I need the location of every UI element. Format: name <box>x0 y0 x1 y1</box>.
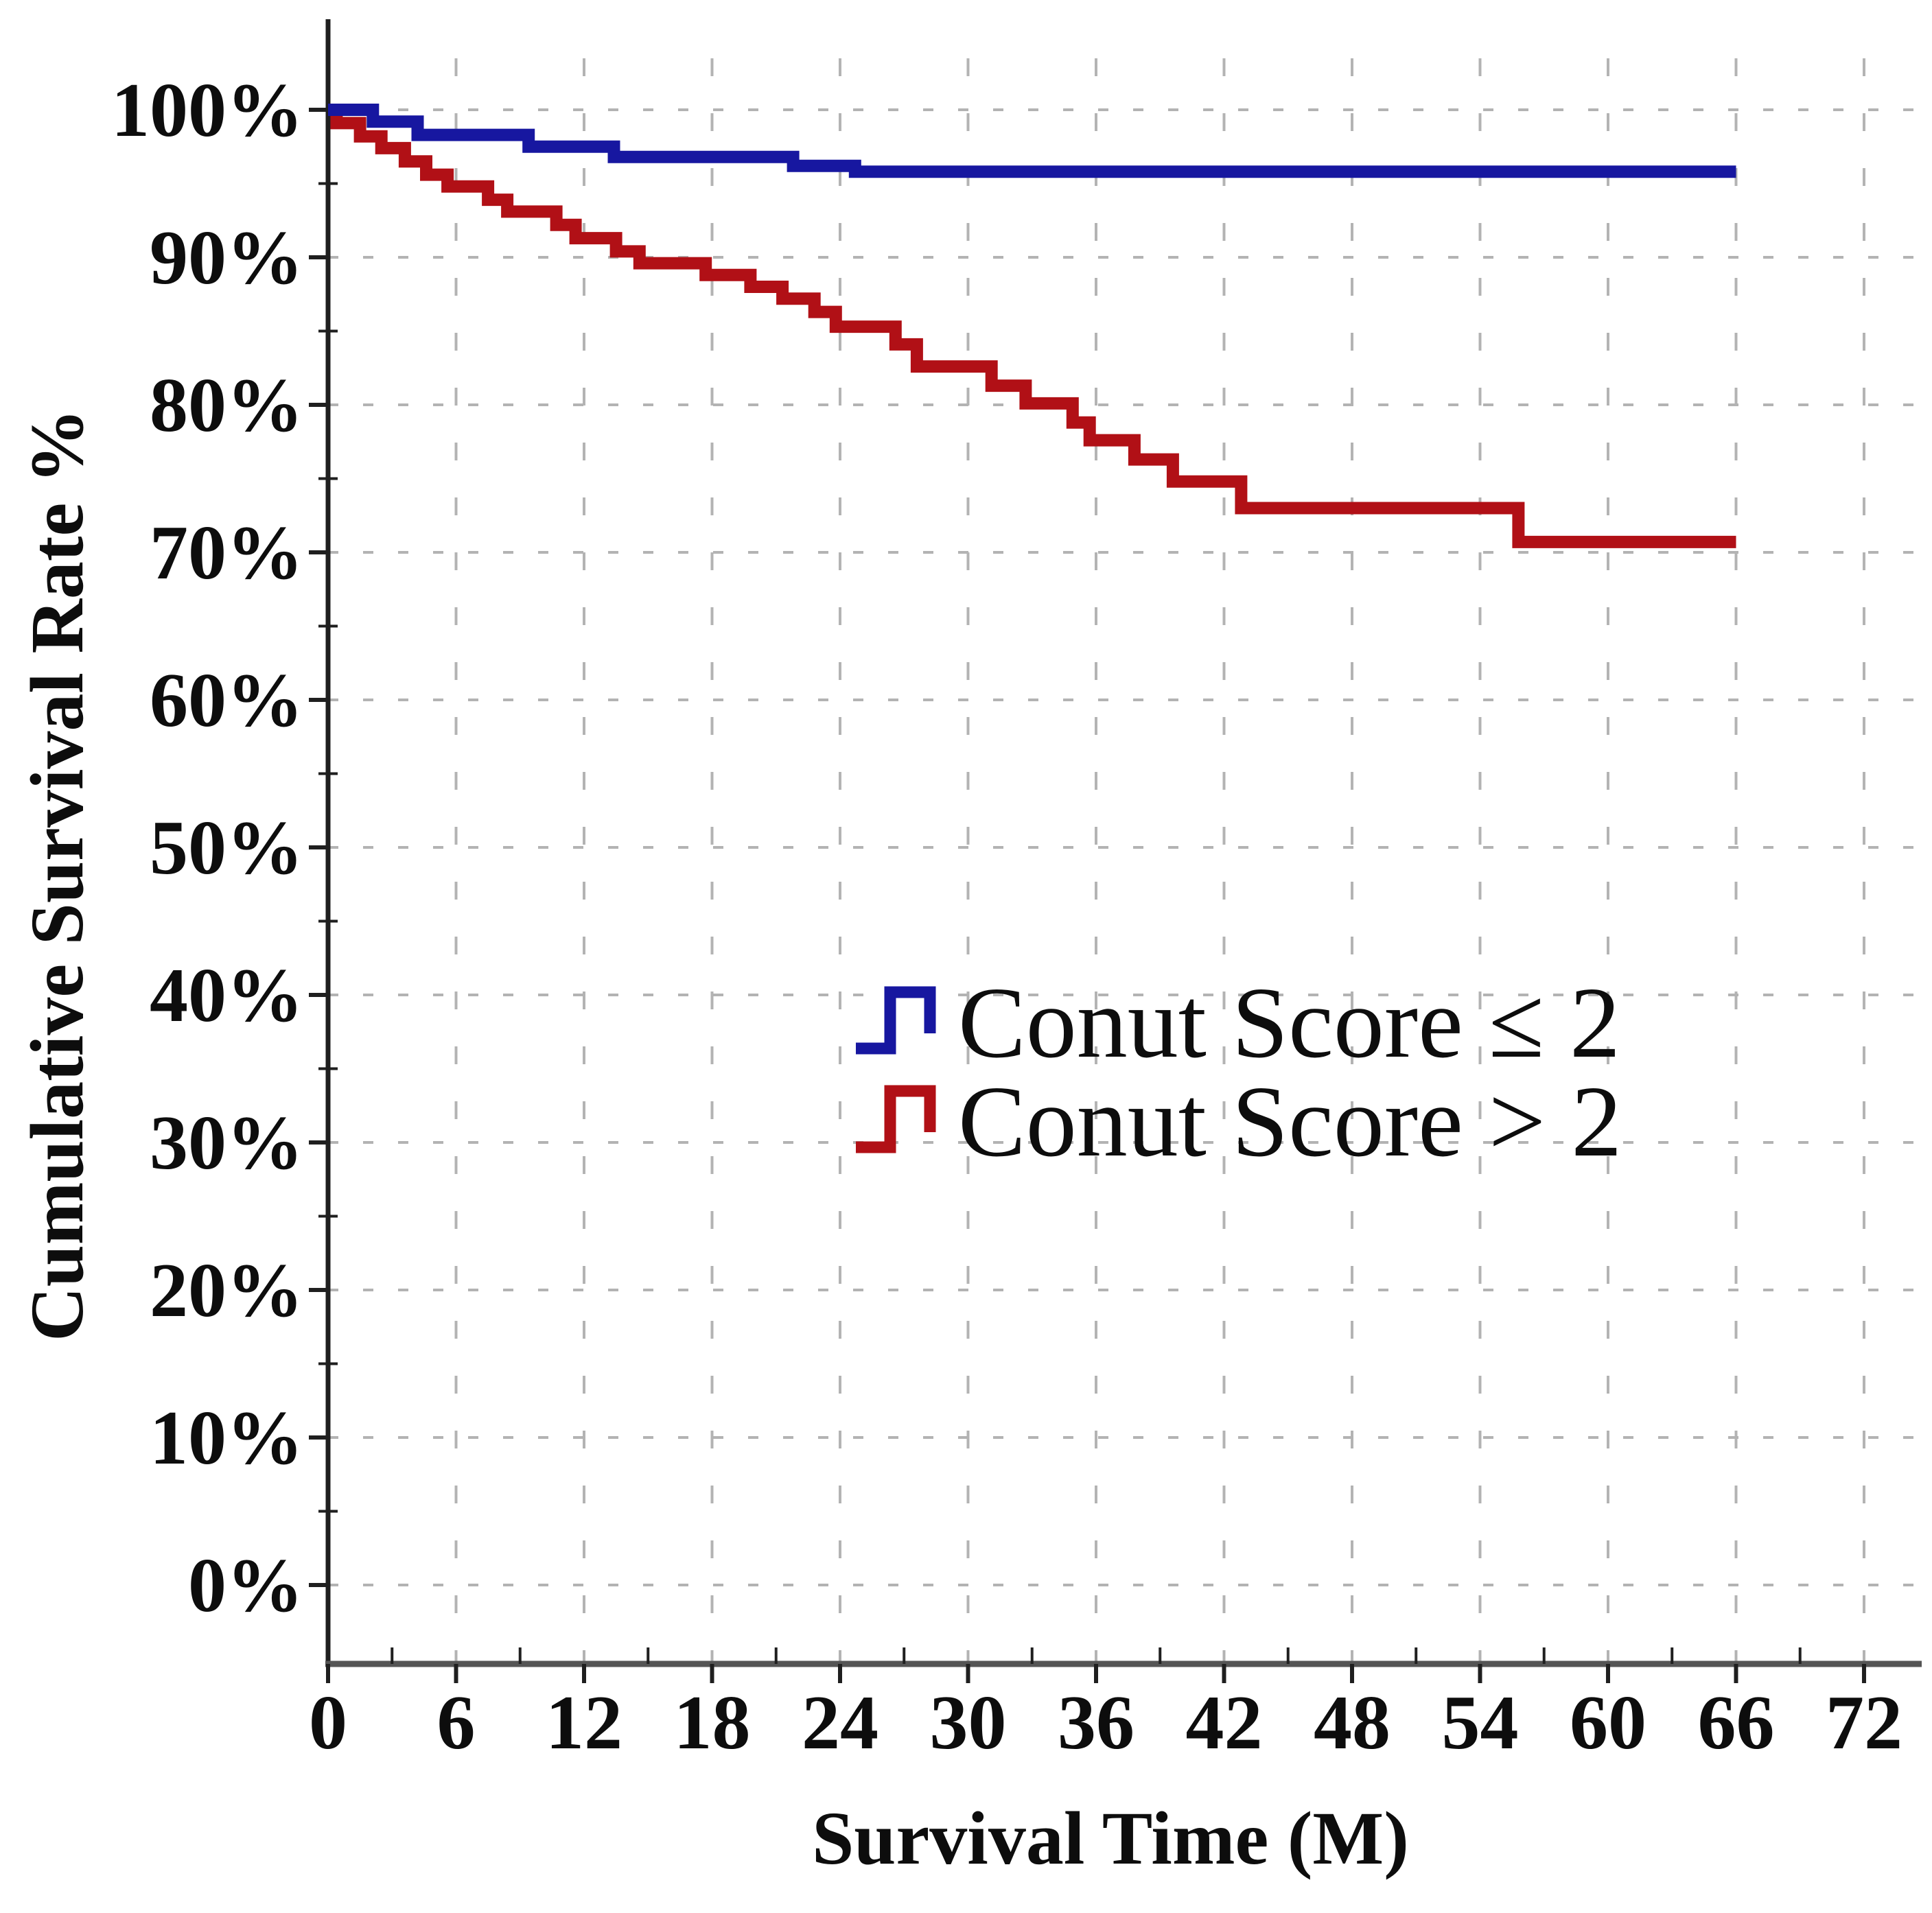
y-tick-label-40: 40% <box>150 953 303 1038</box>
y-tick-label-90: 90% <box>150 215 303 301</box>
series-curves <box>328 104 1736 548</box>
y-tick-label-10: 10% <box>150 1396 303 1481</box>
red-series-conut-gt-2 <box>328 104 1736 548</box>
legend: Conut Score ≤ 2 Conut Score > 2 <box>856 967 1622 1178</box>
x-axis-title: Survival Time (M) <box>812 1796 1409 1880</box>
blue-series-conut-le-2 <box>328 104 1736 178</box>
x-tick-label-54: 54 <box>1441 1680 1518 1765</box>
legend-label-conut-gt-2: Conut Score > 2 <box>958 1066 1622 1178</box>
x-tick-label-12: 12 <box>546 1680 622 1765</box>
x-tick-label-24: 24 <box>802 1680 878 1765</box>
y-tick-label-100: 100% <box>111 68 303 153</box>
legend-label-conut-le-2: Conut Score ≤ 2 <box>958 967 1620 1079</box>
gridlines <box>328 58 1922 1664</box>
y-tick-label-30: 30% <box>150 1101 303 1186</box>
y-axis-title: Cumulative Survival Rate % <box>15 408 99 1341</box>
x-tick-label-30: 30 <box>929 1680 1006 1765</box>
x-tick-label-60: 60 <box>1570 1680 1646 1765</box>
x-tick-label-72: 72 <box>1826 1680 1902 1765</box>
axes <box>309 19 1922 1683</box>
legend-step-icon-red <box>856 1085 936 1153</box>
legend-step-icon-blue <box>856 986 936 1055</box>
x-tick-label-42: 42 <box>1185 1680 1262 1765</box>
y-tick-label-70: 70% <box>150 510 303 596</box>
y-tick-label-80: 80% <box>150 363 303 448</box>
y-tick-label-60: 60% <box>150 658 303 743</box>
tick-labels: 0% 10% 20% 30% 40% 50% 60% 70% 80% 90% 100% 0 6 12 18 2… <box>111 68 1902 1765</box>
x-tick-label-18: 18 <box>673 1680 750 1765</box>
y-tick-label-20: 20% <box>150 1248 303 1333</box>
x-tick-label-0: 0 <box>309 1680 347 1765</box>
x-tick-label-66: 66 <box>1697 1680 1774 1765</box>
x-tick-label-6: 6 <box>437 1680 475 1765</box>
y-tick-label-50: 50% <box>150 806 303 891</box>
x-tick-label-36: 36 <box>1058 1680 1134 1765</box>
x-tick-label-48: 48 <box>1314 1680 1390 1765</box>
y-tick-label-0: 0% <box>188 1543 303 1628</box>
